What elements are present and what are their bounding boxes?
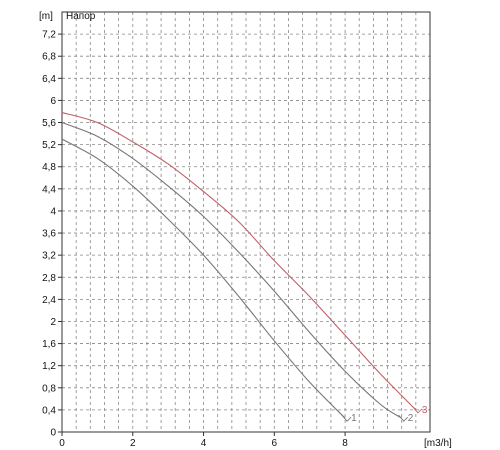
y-tick-label: 5,2 [42,140,56,151]
y-tick-label: 4,4 [42,184,56,195]
y-tick-label: 0 [50,428,56,439]
x-axis-unit: [m3/h] [424,438,452,449]
chart-title: Напор [66,11,96,22]
series-label-1: 1 [351,413,357,424]
x-tick-label: 2 [130,438,136,449]
grid [62,12,431,432]
y-tick-label: 6,4 [42,74,56,85]
x-tick-label: 4 [201,438,207,449]
y-tick-label: 4 [50,206,56,217]
y-tick-label: 5,6 [42,118,56,129]
y-tick-label: 2,4 [42,295,56,306]
series-label-2: 2 [408,413,414,424]
x-tick-label: 0 [59,438,65,449]
x-tick-label: 6 [272,438,278,449]
y-axis-unit: [m] [39,11,53,22]
y-tick-label: 6 [50,96,56,107]
plot-frame [61,11,431,433]
y-tick-label: 2,8 [42,273,56,284]
series-end-marker-2 [398,414,409,422]
series-line-2 [61,122,402,419]
y-tick-label: 4,8 [42,162,56,173]
x-tick-label: 8 [342,438,348,449]
y-tick-label: 1,2 [42,361,56,372]
axes [58,11,431,436]
y-tick-label: 1,6 [42,339,56,350]
series-label-3: 3 [422,405,428,416]
y-tick-label: 3,6 [42,229,56,240]
y-tick-label: 3,2 [42,251,56,262]
series-labels: 1 23 [341,405,428,424]
series-end-marker-3 [412,406,423,414]
series-line-1 [61,138,346,419]
y-tick-label: 2 [50,317,56,328]
tick-labels: 0 0,4 0,8 1,2 1,6 2 2,4 2,8 3,2 3,6 4 4,4 4,8 5,2 5,6 6… [42,30,348,449]
y-tick-label: 6,8 [42,52,56,63]
series-end-marker-1 [341,414,352,422]
series-lines [61,112,417,419]
y-tick-label: 0,8 [42,383,56,394]
series-line-3 [61,112,417,411]
y-tick-label: 0,4 [42,405,56,416]
y-tick-label: 7,2 [42,30,56,41]
